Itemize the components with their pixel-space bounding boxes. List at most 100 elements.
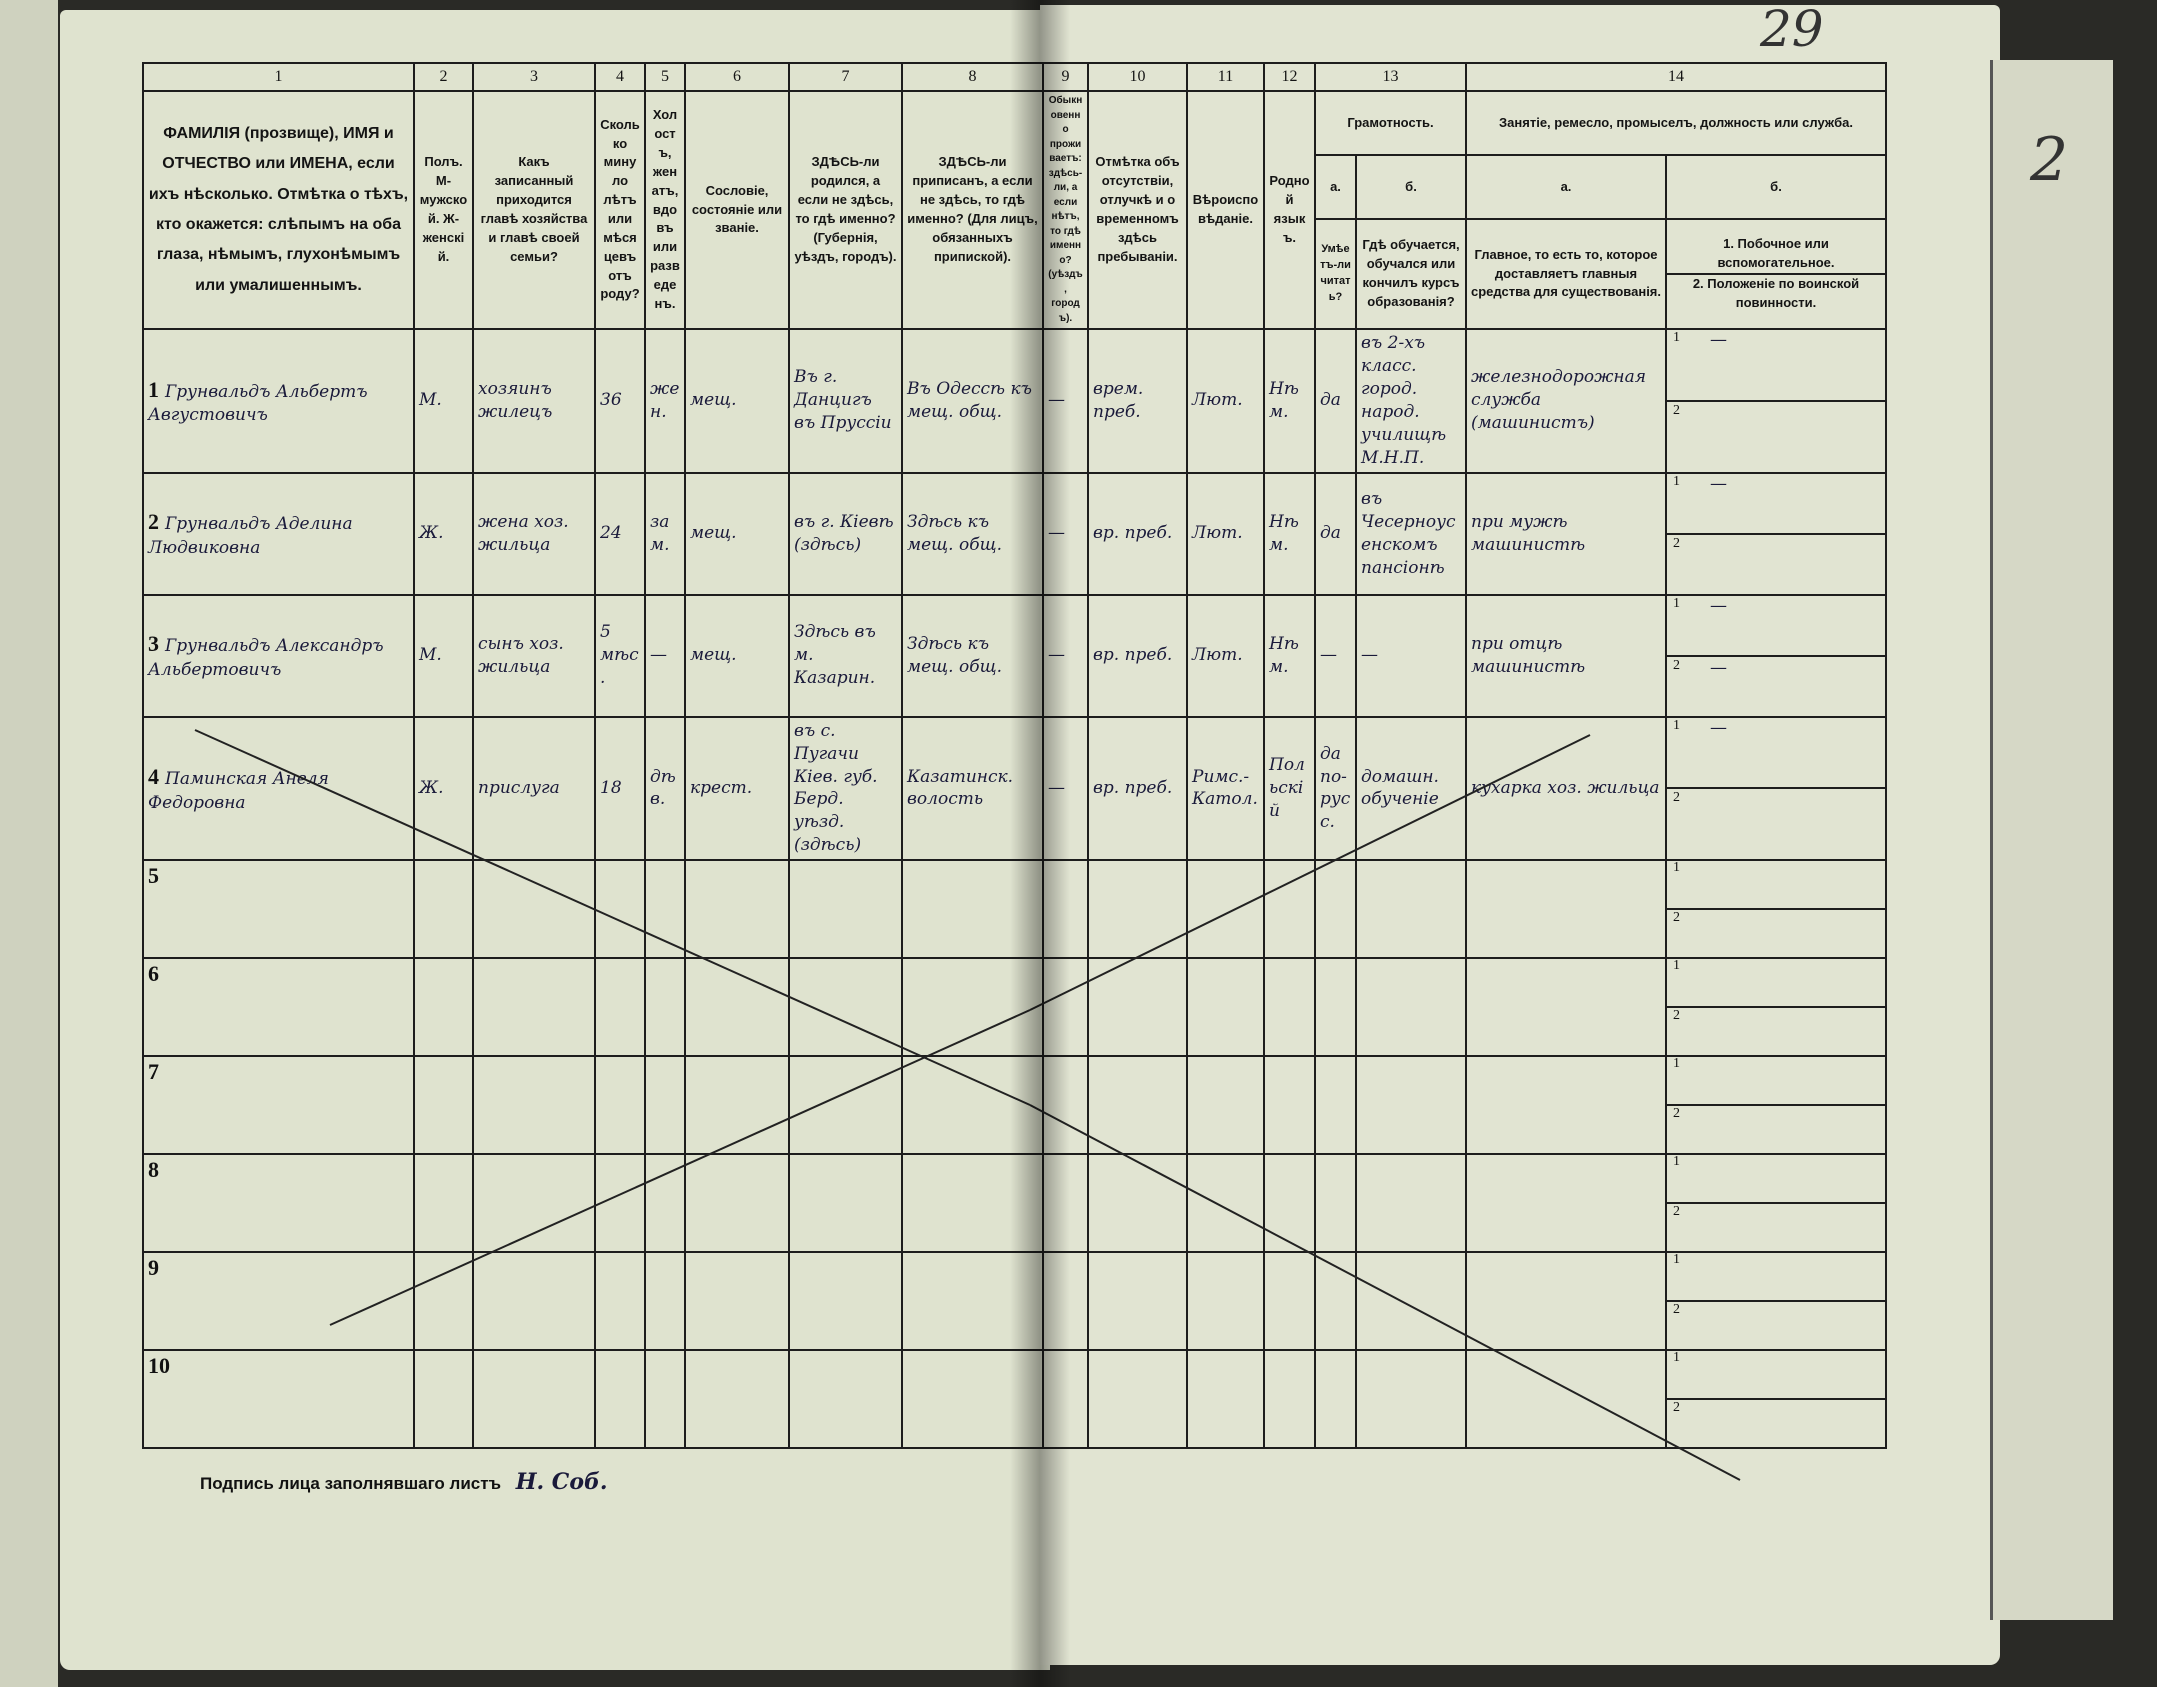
side-occupation-1: 1— xyxy=(1668,717,1884,788)
person-name: Грунвальдъ Александръ Альбертовичъ xyxy=(148,636,384,680)
religion-cell: Лют. xyxy=(1186,328,1265,474)
person-row: 4 Паминская Анеля Федоровна Ж. прислуга 18 дѣ… xyxy=(142,715,1887,862)
underlying-page-edge-left xyxy=(0,0,58,1687)
side-occupation-1: 1 xyxy=(1668,1058,1884,1104)
empty-cell xyxy=(413,859,474,960)
empty-cell xyxy=(644,1153,686,1254)
header-absence: Отмѣтка объ отсутствіи, отлучкѣ и о врем… xyxy=(1087,90,1188,330)
census-table: 1 2 3 4 5 6 7 8 9 10 11 12 13 14 ФАМИЛІЯ… xyxy=(142,62,1887,1450)
resides-cell: — xyxy=(1042,328,1089,474)
sub-label: 1 xyxy=(1673,595,1680,611)
row-number: 5 xyxy=(142,859,415,960)
header-estate: Сословіе, состояніе или званіе. xyxy=(684,90,790,330)
absence-cell: вр. преб. xyxy=(1087,715,1188,862)
empty-cell xyxy=(1465,1153,1667,1254)
occupation-cell: железнодорожная служба (машинистъ) xyxy=(1465,328,1667,474)
empty-cell xyxy=(1465,1349,1667,1450)
empty-cell xyxy=(594,1349,646,1450)
header-side-2: 2. Положеніе по воинской повинности. xyxy=(1668,273,1884,313)
empty-cell xyxy=(594,1251,646,1352)
military-status: 2 xyxy=(1668,532,1884,593)
empty-cell xyxy=(644,1349,686,1450)
empty-cell xyxy=(594,957,646,1058)
empty-cell xyxy=(1087,859,1188,960)
religion-cell: Лют. xyxy=(1186,471,1265,596)
empty-cell xyxy=(1263,1153,1316,1254)
header-education: Гдѣ обучается, обучался или кончилъ курс… xyxy=(1355,218,1467,330)
marital-cell: жен. xyxy=(644,328,686,474)
header-side-occupation: 1. Побочное или вспомогательное. 2. Поло… xyxy=(1665,218,1887,330)
born-cell: Въ г. Данцигъ въ Пруссіи xyxy=(788,328,903,474)
military-status: 2— xyxy=(1668,654,1884,715)
empty-cell xyxy=(413,1349,474,1450)
empty-cell xyxy=(413,1153,474,1254)
empty-cell xyxy=(472,859,596,960)
person-name-cell: 4 Паминская Анеля Федоровна xyxy=(142,715,415,862)
person-name-cell: 2 Грунвальдъ Аделина Людвиковна xyxy=(142,471,415,596)
empty-cell xyxy=(901,1055,1044,1156)
sex-cell: М. xyxy=(413,328,474,474)
side-occupation-value: — xyxy=(1710,330,1727,350)
empty-cell xyxy=(684,1055,790,1156)
age-cell: 18 xyxy=(594,715,646,862)
empty-cell xyxy=(1042,1153,1089,1254)
sub-label: 2 xyxy=(1673,657,1680,673)
sub-label: 1 xyxy=(1673,860,1680,876)
empty-cell xyxy=(1186,957,1265,1058)
side-occupation-cell: 1— 2 xyxy=(1665,715,1887,862)
sub-label: 2 xyxy=(1673,1302,1680,1318)
row-number: 7 xyxy=(142,1055,415,1156)
sex-cell: Ж. xyxy=(413,471,474,596)
row-number: 2 xyxy=(148,509,159,535)
empty-cell xyxy=(901,957,1044,1058)
signature-label: Подпись лица заполнявшаго листъ xyxy=(200,1474,501,1493)
born-cell: въ г. Кіевѣ (здѣсь) xyxy=(788,471,903,596)
relation-cell: жена хоз. жильца xyxy=(472,471,596,596)
sub-label: 1 xyxy=(1673,717,1680,733)
side-occupation-1: 1— xyxy=(1668,475,1884,533)
military-status: 2 xyxy=(1668,1300,1884,1348)
empty-cell xyxy=(644,957,686,1058)
header-language: Родной языкъ. xyxy=(1263,90,1316,330)
marital-cell: зам. xyxy=(644,471,686,596)
language-cell: Нѣм. xyxy=(1263,593,1316,718)
header-13a-letter: а. xyxy=(1314,154,1357,220)
header-occupation: Занятіе, ремесло, промыселъ, должность и… xyxy=(1465,90,1887,156)
side-occupation-cell: 1 —2— xyxy=(1665,593,1887,718)
absence-cell: вр. преб. xyxy=(1087,593,1188,718)
person-name-cell: 3 Грунвальдъ Александръ Альбертовичъ xyxy=(142,593,415,718)
row-number: 9 xyxy=(142,1251,415,1352)
col-number: 3 xyxy=(472,62,596,92)
sub-label: 2 xyxy=(1673,790,1680,806)
row-number: 3 xyxy=(148,631,159,657)
person-name: Грунвальдъ Аделина Людвиковна xyxy=(148,514,353,558)
empty-cell xyxy=(1186,1055,1265,1156)
empty-cell xyxy=(594,859,646,960)
empty-cell xyxy=(1314,1349,1357,1450)
signature-line: Подпись лица заполнявшаго листъ Н. Соб. xyxy=(200,1469,608,1495)
header-name: ФАМИЛІЯ (прозвище), ИМЯ и ОТЧЕСТВО или И… xyxy=(142,90,415,330)
empty-cell xyxy=(1355,957,1467,1058)
language-cell: Нѣм. xyxy=(1263,328,1316,474)
empty-cell xyxy=(684,1153,790,1254)
row-number: 4 xyxy=(148,764,159,790)
col-number: 6 xyxy=(684,62,790,92)
empty-cell xyxy=(1087,1153,1188,1254)
occupation-cell: при мужѣ машинистѣ xyxy=(1465,471,1667,596)
resides-cell: — xyxy=(1042,471,1089,596)
relation-cell: прислуга xyxy=(472,715,596,862)
military-status-value: — xyxy=(1710,657,1727,678)
religion-cell: Римс.-Катол. xyxy=(1186,715,1265,862)
empty-cell xyxy=(788,1055,903,1156)
empty-cell xyxy=(413,1251,474,1352)
estate-cell: мещ. xyxy=(684,328,790,474)
header-marital: Холостъ, женатъ, вдовъ или разведенъ. xyxy=(644,90,686,330)
literate-cell: да по-русс. xyxy=(1314,715,1357,862)
language-cell: Нѣм. xyxy=(1263,471,1316,596)
empty-cell xyxy=(788,1251,903,1352)
empty-cell xyxy=(472,1153,596,1254)
